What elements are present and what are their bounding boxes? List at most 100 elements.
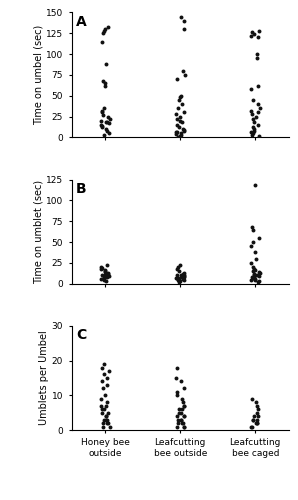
Point [249, 32, 254, 40]
Point [100, 107, 105, 115]
Point [100, 111, 105, 119]
Point [254, 398, 258, 406]
Point [179, 419, 184, 427]
Point [179, 130, 184, 138]
Point [249, 128, 254, 136]
Point [250, 130, 255, 138]
Point [251, 263, 256, 271]
Point [251, 272, 256, 280]
Point [257, 132, 261, 140]
Point [253, 272, 258, 280]
Point [100, 405, 105, 413]
Point [101, 274, 106, 282]
Point [178, 112, 183, 120]
Point [176, 419, 181, 427]
Y-axis label: Time on umblet (sec): Time on umblet (sec) [33, 180, 43, 284]
Point [105, 270, 110, 278]
Point [103, 392, 108, 400]
Point [257, 272, 262, 280]
Point [179, 408, 184, 416]
Point [107, 422, 112, 430]
Point [249, 107, 254, 115]
Point [102, 27, 106, 35]
Point [105, 24, 110, 32]
Point [176, 274, 181, 282]
Point [106, 408, 111, 416]
Point [181, 402, 186, 409]
Point [255, 270, 260, 278]
Point [181, 272, 186, 280]
Point [175, 132, 180, 140]
Point [101, 405, 106, 413]
Point [181, 412, 186, 420]
Point [104, 60, 109, 68]
Point [103, 270, 108, 278]
Point [100, 272, 104, 280]
Point [177, 262, 182, 270]
Point [180, 67, 185, 75]
Point [254, 402, 259, 409]
Point [253, 112, 258, 120]
Point [175, 128, 180, 136]
Point [176, 263, 180, 271]
Point [180, 405, 185, 413]
Point [176, 405, 181, 413]
Point [254, 254, 259, 262]
Point [181, 273, 185, 281]
Y-axis label: Time on umbel (sec): Time on umbel (sec) [33, 25, 43, 125]
Point [177, 117, 182, 125]
Point [178, 94, 183, 102]
Point [105, 269, 110, 277]
Point [256, 121, 261, 129]
Point [249, 395, 254, 403]
Point [179, 100, 184, 108]
Point [251, 264, 256, 272]
Point [174, 412, 179, 420]
Point [181, 272, 185, 280]
Point [99, 263, 103, 271]
Point [99, 274, 104, 282]
Point [104, 125, 108, 133]
Point [174, 130, 179, 138]
Point [252, 273, 256, 281]
Point [177, 276, 182, 283]
Point [99, 402, 103, 409]
Point [181, 272, 186, 280]
Point [100, 419, 105, 427]
Point [103, 268, 108, 276]
Point [174, 422, 179, 430]
Point [249, 242, 254, 250]
Y-axis label: Umblets per Umbel: Umblets per Umbel [39, 330, 49, 426]
Point [179, 131, 184, 139]
Point [102, 416, 106, 424]
Point [249, 28, 254, 36]
Point [100, 378, 105, 386]
Point [107, 115, 112, 123]
Point [249, 259, 254, 267]
Point [257, 104, 262, 112]
Point [256, 108, 260, 116]
Point [251, 124, 256, 132]
Point [100, 124, 105, 132]
Point [174, 128, 179, 136]
Point [105, 273, 110, 281]
Point [250, 223, 254, 231]
Point [252, 30, 256, 38]
Point [174, 392, 179, 400]
Point [256, 278, 260, 286]
Point [249, 276, 253, 284]
Point [179, 378, 184, 386]
Point [250, 110, 254, 118]
Point [179, 416, 183, 424]
Point [106, 272, 111, 280]
Point [182, 422, 187, 430]
Point [101, 77, 106, 85]
Text: A: A [76, 15, 87, 29]
Point [104, 381, 109, 389]
Point [178, 277, 183, 285]
Point [257, 234, 261, 242]
Point [257, 269, 262, 277]
Point [100, 422, 105, 430]
Point [253, 276, 258, 283]
Point [252, 125, 257, 133]
